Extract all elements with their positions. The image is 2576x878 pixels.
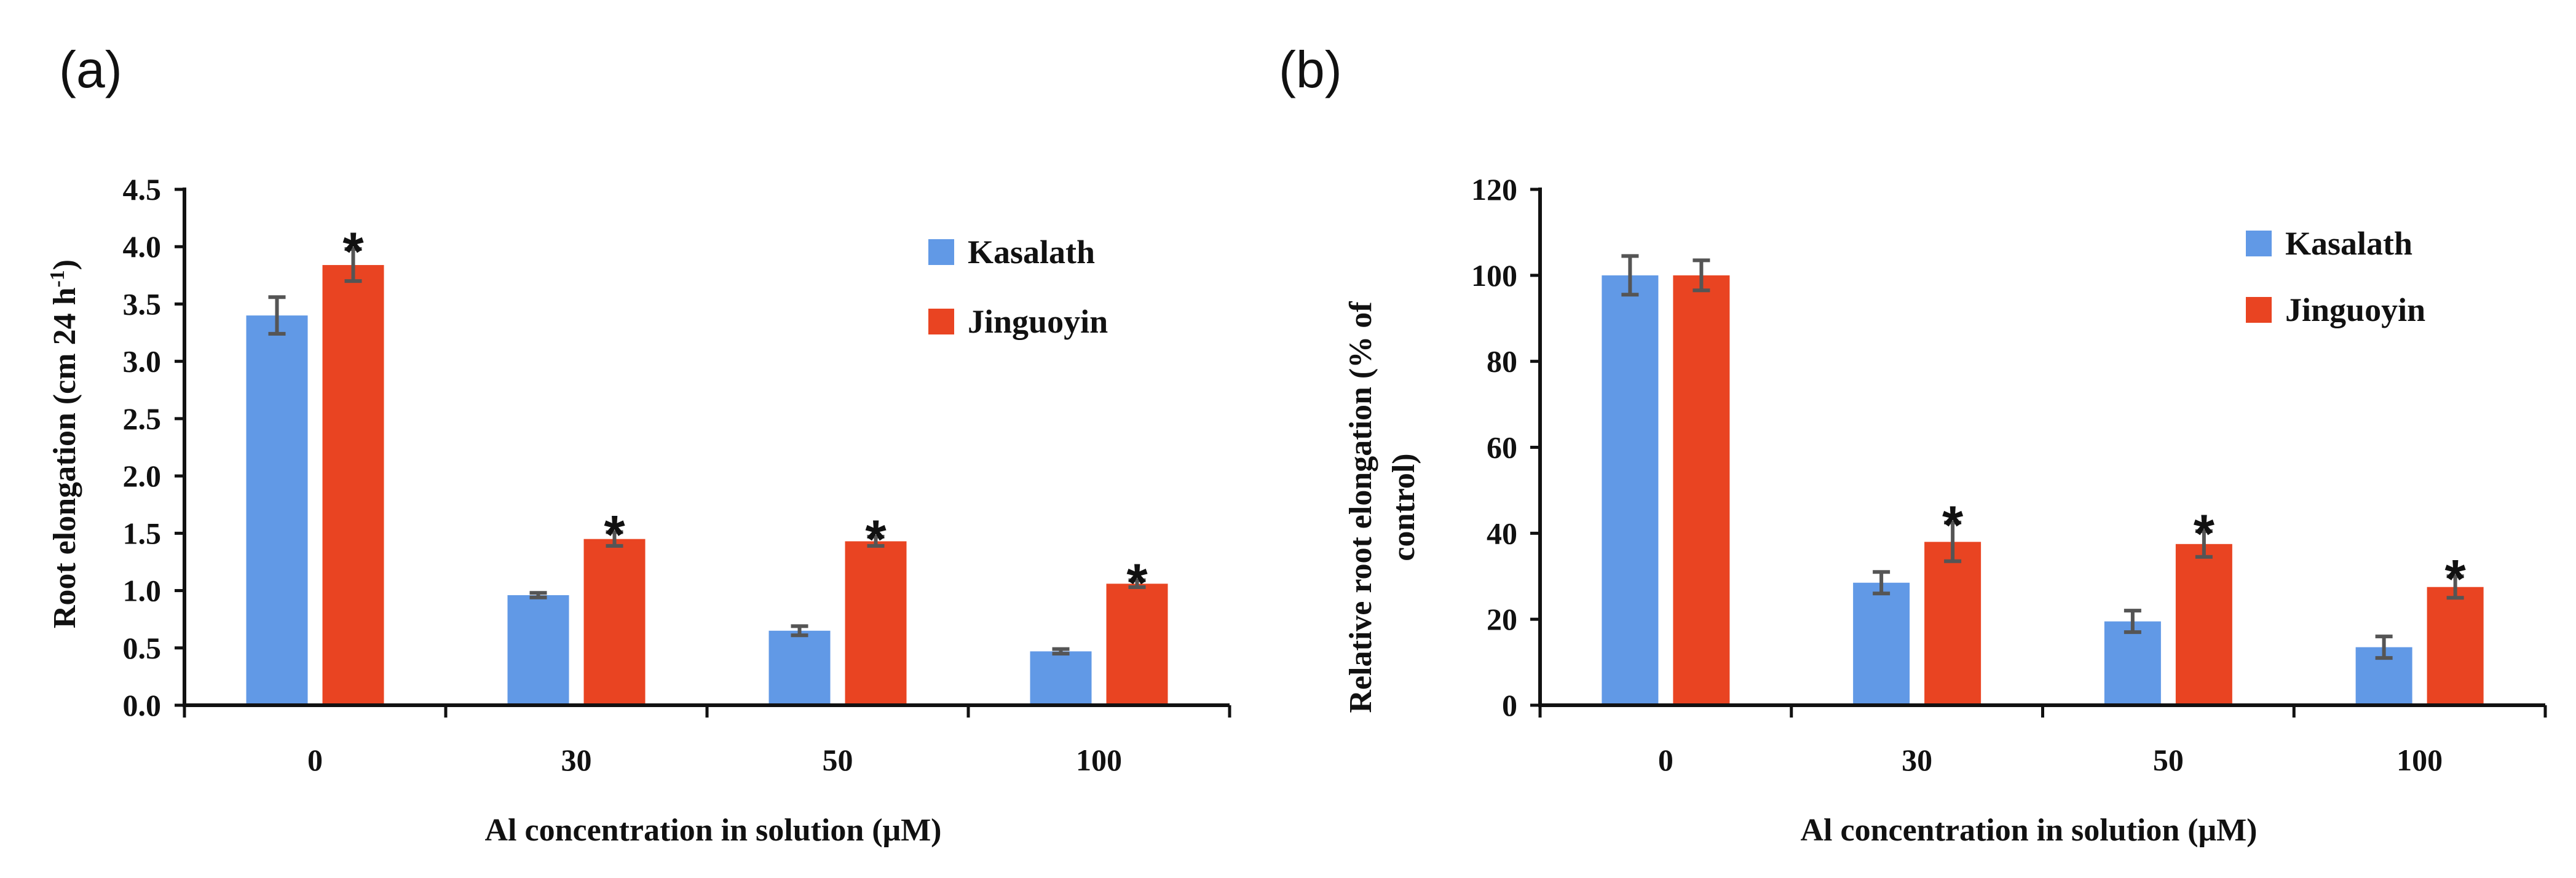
- y-tick-label: 0: [1502, 688, 1517, 722]
- legend-label-jinguoyin: Jinguoyin: [968, 303, 1108, 340]
- x-category-label: 30: [561, 743, 592, 777]
- significance-star: *: [1942, 494, 1964, 555]
- bar-jinguoyin-0: [1673, 275, 1730, 705]
- bar-jinguoyin-100: [1106, 583, 1168, 705]
- panel-b-x-axis-title: Al concentration in solution (μM): [1800, 813, 2257, 848]
- x-category-label: 30: [1902, 743, 1932, 777]
- panel-a-x-axis-title: Al concentration in solution (μM): [484, 813, 941, 848]
- bar-kasalath-50: [768, 630, 831, 705]
- legend-label-kasalath: Kasalath: [968, 234, 1095, 271]
- panel-a-bars: * * * *: [246, 221, 1168, 705]
- y-tick-label: 4.0: [123, 229, 162, 264]
- legend-swatch-kasalath: [928, 239, 954, 265]
- panel-b-bars: * * *: [1602, 254, 2484, 705]
- y-tick-label: 3.5: [123, 287, 162, 321]
- y-tick-label: 120: [1471, 172, 1517, 207]
- y-tick-label: 40: [1487, 516, 1517, 550]
- bar-kasalath-0: [246, 315, 308, 705]
- panel-a: (a) Root elongation (cm 24 h-1) Al conce…: [46, 41, 1231, 848]
- bar-kasalath-0: [1602, 275, 1659, 705]
- panel-b-y-axis-title-line1: Relative root elongation (% of: [1343, 301, 1378, 713]
- y-tick-label: 60: [1487, 430, 1517, 465]
- panel-a-y-ticks: 0.0 0.5 1.0 1.5 2.0 2.5 3.0 3.5 4.0 4.5: [123, 172, 184, 722]
- y-tick-label: 20: [1487, 602, 1517, 636]
- x-category-label: 0: [1658, 743, 1673, 777]
- significance-star: *: [604, 504, 625, 564]
- panel-b-y-ticks: 0 20 40 60 80 100 120: [1471, 172, 1540, 722]
- bar-jinguoyin-50: [845, 541, 907, 705]
- legend-swatch-jinguoyin: [928, 309, 954, 334]
- legend-swatch-kasalath: [2246, 231, 2272, 256]
- panel-a-axes: 0 30 50 100: [183, 188, 1231, 777]
- significance-star: *: [342, 221, 364, 282]
- y-tick-label: 2.0: [123, 459, 162, 493]
- panel-a-legend: Kasalath Jinguoyin: [928, 234, 1108, 340]
- bar-jinguoyin-100: [2427, 587, 2484, 705]
- y-tick-label: 1.0: [123, 574, 162, 608]
- significance-star: *: [2194, 503, 2215, 564]
- panel-b-axes: 0 30 50 100: [1538, 188, 2547, 777]
- panel-a-y-axis-title: Root elongation (cm 24 h-1): [46, 259, 82, 628]
- bar-kasalath-100: [1030, 651, 1092, 705]
- bar-jinguoyin-50: [2175, 544, 2232, 705]
- bar-jinguoyin-30: [1924, 542, 1981, 705]
- y-tick-label: 0.5: [123, 631, 162, 665]
- bar-kasalath-30: [1853, 582, 1910, 705]
- y-tick-label: 0.0: [123, 688, 162, 722]
- panel-b-label: (b): [1279, 41, 1342, 98]
- significance-star: *: [865, 508, 887, 569]
- x-category-label: 50: [823, 743, 853, 777]
- panel-b-y-axis-title-line2: control): [1386, 453, 1421, 561]
- panel-a-label: (a): [59, 41, 122, 98]
- y-tick-label: 100: [1471, 258, 1517, 293]
- y-tick-label: 1.5: [123, 516, 162, 550]
- significance-star: *: [2445, 548, 2467, 609]
- bar-jinguoyin-30: [583, 539, 646, 705]
- panel-b: (b) Relative root elongation (% of contr…: [1279, 41, 2547, 848]
- significance-star: *: [1126, 552, 1148, 613]
- x-category-label: 100: [2396, 743, 2443, 777]
- legend-label-jinguoyin: Jinguoyin: [2285, 291, 2425, 328]
- legend-label-kasalath: Kasalath: [2285, 225, 2412, 262]
- x-category-label: 100: [1076, 743, 1122, 777]
- panel-b-legend: Kasalath Jinguoyin: [2246, 225, 2425, 328]
- y-tick-label: 2.5: [123, 401, 162, 436]
- bar-kasalath-50: [2104, 621, 2161, 705]
- bar-jinguoyin-0: [322, 265, 384, 705]
- y-tick-label: 80: [1487, 344, 1517, 379]
- bar-kasalath-30: [507, 595, 569, 705]
- y-tick-label: 4.5: [123, 172, 162, 207]
- x-category-label: 50: [2153, 743, 2184, 777]
- x-category-label: 0: [307, 743, 323, 777]
- y-tick-label: 3.0: [123, 344, 162, 379]
- legend-swatch-jinguoyin: [2246, 297, 2272, 323]
